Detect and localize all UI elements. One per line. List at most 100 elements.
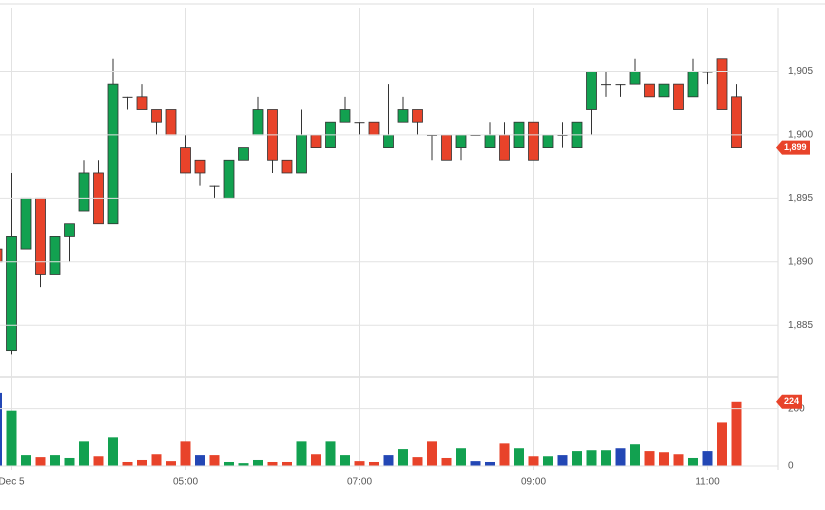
candle-body [354,122,365,124]
y-tick-label: 1,885 [788,320,813,331]
volume-tick-label: 200 [788,403,805,414]
volume-bar [441,457,452,466]
volume-bar [166,461,176,466]
volume-bar [35,457,46,466]
candle-body [6,236,17,352]
candle-body [20,197,32,250]
candle-body [0,248,3,263]
volume-bar [398,449,408,466]
volume-bar [50,455,60,466]
candle-body [136,96,148,110]
volume-bar [238,463,249,466]
volume-bar [731,401,742,466]
candle-body [339,109,351,123]
candle-body [528,121,539,161]
volume-bar [79,441,89,466]
candle-body [412,109,423,123]
candle-body [629,71,641,85]
last-volume-tag [776,394,802,409]
volume-bar [601,450,611,466]
candle-body [194,159,206,174]
candle-body [687,71,699,98]
candle-body [35,197,46,275]
candle-body [223,159,235,199]
volume-bar [209,455,220,466]
candle-body [49,236,61,275]
volume-bar [688,457,698,466]
y-tick-label: 1,900 [788,130,813,141]
volume-bar [151,454,162,466]
volume-bar [369,461,379,466]
volume-bar [702,451,713,466]
y-tick-label: 1,895 [788,193,813,204]
volume-bar [6,410,17,466]
candle-body [383,134,394,148]
candle-body [151,109,162,123]
volume-bar [456,448,466,466]
volume-bar [383,455,394,466]
volume-bar [514,448,524,466]
volume-bar [499,443,510,466]
volume-bar [485,461,495,466]
x-tick-label: 05:00 [173,477,198,488]
candle-body [673,83,684,110]
candle-body [586,71,597,110]
candle-body [252,109,264,136]
volume-bar [93,456,104,466]
volume-bar [412,457,423,466]
volume-bar [543,456,553,466]
volume-bar [586,450,597,466]
volume-bar [572,451,582,466]
candle-body [644,83,655,98]
candle-body [441,134,452,161]
candle-body [716,58,728,110]
candle-body [78,172,90,212]
volume-bar [108,437,118,466]
volume-bar [427,441,437,466]
volume-bar [122,461,133,466]
candle-body [658,83,670,98]
candle-body [368,121,380,136]
candle-body [180,147,191,174]
candle-body [310,134,322,148]
volume-bar [325,441,336,466]
volume-bar [296,441,307,466]
candle-body [107,83,119,225]
candle-body [455,134,467,148]
candle-body [296,134,307,174]
last-price-label: 1,899 [784,142,807,152]
candle-body [397,109,409,123]
candle-body [122,96,133,98]
x-tick-label: 11:00 [695,477,720,488]
volume-bar [282,461,292,466]
volume-bar [21,455,31,466]
volume-bar [311,454,321,466]
volume-bar [0,392,2,466]
volume-bar [253,459,263,466]
volume-bar [224,461,234,466]
candle-body [499,134,510,161]
candle-body [484,134,496,148]
volume-bar [137,459,147,466]
y-tick-label: 1,890 [788,256,813,267]
volume-bar [717,422,727,466]
candle-body [64,223,75,237]
x-tick-label: 07:00 [347,477,372,488]
volume-bar [195,455,205,466]
volume-bar [673,454,684,466]
volume-tick-label: 0 [788,461,794,472]
volume-bar [354,461,365,466]
y-tick-label: 1,905 [788,66,813,77]
volume-bar [528,456,539,466]
candle-body [731,96,742,148]
volume-bar [630,444,640,466]
x-tick-label: Dec 5 [0,477,25,488]
volume-bar [340,455,350,466]
plot-area [0,8,742,470]
volume-bar [470,461,481,466]
volume-bar [180,441,191,466]
candle-body [281,159,293,174]
candle-body [238,147,249,161]
candle-body [542,134,554,148]
